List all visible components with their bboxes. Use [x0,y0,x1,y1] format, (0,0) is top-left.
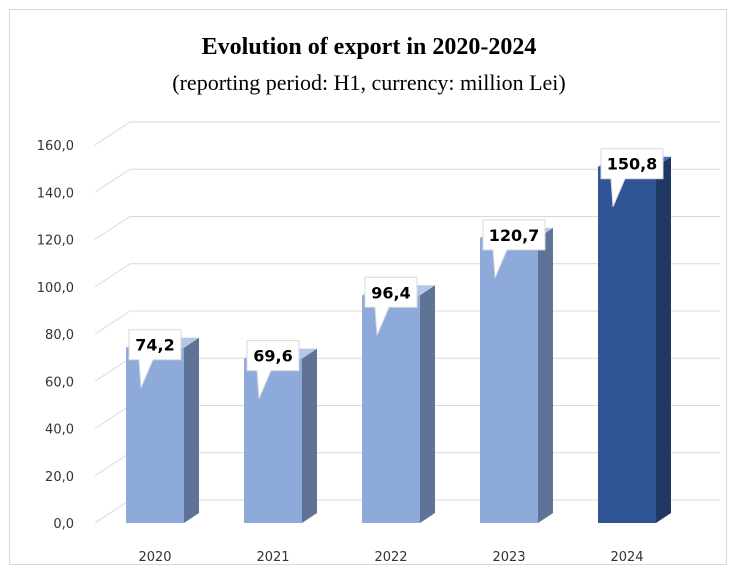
bar-front [362,295,420,523]
bar-front [480,237,538,523]
callout-box [364,276,418,336]
bar-side [184,337,199,523]
x-axis-ticks: 2020 2021 2022 2023 2024 [138,550,643,565]
x-tick-label: 2023 [492,550,525,565]
data-labels: 74,2 69,6 96,4 120,7 150,8 [128,148,664,399]
callout-box [600,148,664,207]
bar-2020 [126,337,199,523]
callout-box [482,219,546,279]
grid-line-perspective [94,168,131,193]
data-label-callout: 96,4 [364,276,418,336]
grid-line-perspective [94,310,131,335]
data-label-callout: 120,7 [482,219,546,279]
bar-side [420,285,435,523]
callout-box [128,329,182,388]
chart-title: Evolution of export in 2020-2024 [201,34,537,60]
y-tick-label: 0,0 [53,517,74,532]
data-label: 74,2 [135,336,174,355]
grid-line-perspective [94,452,131,477]
y-tick-label: 60,0 [45,375,74,390]
bar-front [244,358,302,523]
grid-line-perspective [94,357,131,382]
bar-2021 [244,348,317,523]
grid-line-perspective [94,121,131,146]
y-tick-label: 120,0 [37,234,74,249]
y-tick-label: 160,0 [37,139,74,154]
bar-2022 [362,285,435,523]
y-tick-label: 140,0 [37,186,74,201]
data-label-callout: 150,8 [600,148,664,207]
data-label: 120,7 [489,226,540,245]
y-tick-label: 40,0 [45,423,74,438]
chart-subtitle: (reporting period: H1, currency: million… [172,70,566,95]
bar-2023 [480,227,553,523]
y-tick-label: 20,0 [45,470,74,485]
y-tick-label: 80,0 [45,328,74,343]
bar-front [598,166,656,524]
data-label: 96,4 [371,283,410,302]
bar-side [656,156,671,524]
callout-box [246,340,300,399]
data-label: 150,8 [607,155,658,174]
bar-front [126,347,184,523]
bars [126,156,671,524]
y-tick-label: 100,0 [37,281,74,296]
bar-side [538,227,553,523]
x-tick-label: 2020 [138,550,171,565]
grid-line-perspective [94,216,131,240]
data-label-callout: 69,6 [246,340,300,399]
data-label: 69,6 [253,347,292,366]
y-axis-ticks: 0,0 20,0 40,0 60,0 80,0 100,0 120,0 140,0 160,0 [37,139,74,532]
x-tick-label: 2021 [256,550,289,565]
bar-side [302,348,317,523]
bar-2024 [598,156,671,524]
x-tick-label: 2022 [374,550,407,565]
grid-line-perspective [94,405,131,429]
x-tick-label: 2024 [610,550,643,565]
data-label-callout: 74,2 [128,329,182,388]
grid-line-perspective [94,263,131,288]
grid-line-perspective [94,499,131,524]
